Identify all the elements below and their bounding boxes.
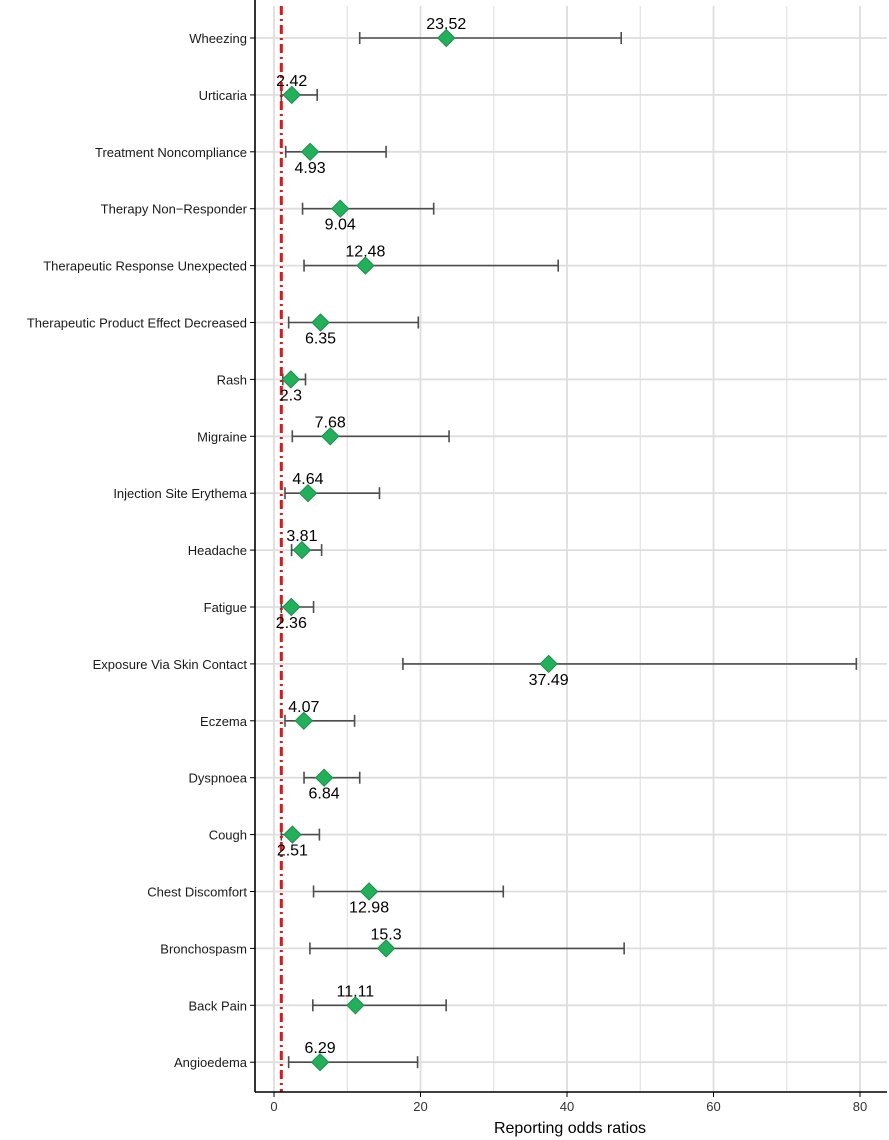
category-label: Migraine — [197, 429, 247, 444]
error-bar — [301, 202, 435, 215]
error-bar — [291, 430, 450, 443]
points — [281, 28, 558, 1072]
error-bar — [287, 316, 420, 329]
point-marker — [376, 939, 396, 958]
x-tick-label: 80 — [853, 1099, 867, 1114]
point-marker — [281, 370, 301, 389]
axes: Wheezing Urticaria Treatment Noncompliance… — [27, 0, 887, 1114]
value-label: 2.36 — [276, 615, 307, 632]
value-label: 11.11 — [337, 983, 375, 1000]
x-tick-label: 20 — [413, 1099, 427, 1114]
error-bar — [312, 885, 505, 898]
point-marker — [346, 996, 365, 1015]
point-marker — [331, 199, 350, 218]
category-label: Injection Site Erythema — [113, 486, 247, 501]
category-label: Dyspnoea — [188, 771, 247, 786]
point-marker — [437, 28, 456, 48]
error-bar — [358, 32, 623, 44]
value-label: 4.64 — [292, 471, 323, 488]
point-marker — [314, 768, 334, 787]
category-label: Therapeutic Response Unexpected — [43, 259, 247, 274]
category-label: Fatigue — [204, 600, 247, 615]
point-marker — [359, 882, 379, 901]
value-label: 6.29 — [305, 1040, 336, 1057]
point-marker — [311, 313, 330, 332]
value-label: 9.04 — [325, 217, 356, 234]
category-label: Exposure Via Skin Contact — [93, 657, 248, 672]
point-marker — [282, 85, 301, 105]
value-label: 12.48 — [345, 244, 385, 261]
x-tick-label: 0 — [270, 1099, 277, 1114]
value-label: 2.51 — [277, 843, 308, 860]
category-label: Therapy Non−Responder — [101, 202, 248, 217]
point-marker — [356, 256, 375, 275]
category-label: Angioedema — [174, 1055, 248, 1070]
category-label: Bronchospasm — [160, 941, 247, 956]
category-label: Headache — [188, 543, 247, 558]
value-label: 7.68 — [315, 414, 346, 431]
value-label: 23.52 — [426, 16, 466, 33]
value-label: 4.93 — [295, 160, 326, 177]
category-label: Eczema — [200, 714, 248, 729]
point-marker — [539, 654, 558, 674]
category-label: Rash — [217, 372, 247, 387]
value-label: 37.49 — [529, 672, 569, 689]
error-bar — [287, 1056, 419, 1069]
category-label: Treatment Noncompliance — [95, 145, 247, 160]
point-marker — [282, 597, 301, 617]
value-label: 4.07 — [288, 699, 319, 716]
point-marker — [310, 1052, 330, 1072]
error-bar — [309, 942, 625, 955]
value-label: 6.35 — [305, 331, 336, 348]
error-bars — [280, 32, 858, 1069]
category-label: Therapeutic Product Effect Decreased — [27, 316, 247, 331]
value-label: 2.42 — [276, 73, 307, 90]
category-label: Wheezing — [189, 31, 247, 46]
value-label: 2.3 — [280, 387, 302, 404]
error-bar — [312, 999, 447, 1012]
point-marker — [283, 825, 302, 844]
value-label: 3.81 — [286, 528, 317, 545]
category-label: Chest Discomfort — [147, 885, 247, 900]
point-marker — [298, 483, 318, 503]
point-marker — [294, 711, 314, 731]
x-axis-title: Reporting odds ratios — [494, 1120, 646, 1137]
point-marker — [321, 427, 340, 446]
value-labels: 23.52 2.42 4.93 9.04 12.48 6.35 2.3 7.68 4.64 3.8… — [276, 16, 569, 1057]
value-label: 15.3 — [371, 926, 402, 943]
point-marker — [292, 540, 312, 560]
value-label: 6.84 — [309, 786, 340, 803]
category-label: Back Pain — [188, 998, 247, 1013]
category-label: Urticaria — [199, 88, 248, 103]
x-tick-label: 40 — [560, 1099, 574, 1114]
x-tick-label: 60 — [706, 1099, 720, 1114]
error-bar — [402, 657, 858, 670]
point-marker — [300, 142, 320, 162]
value-label: 12.98 — [349, 900, 389, 917]
category-label: Cough — [209, 828, 247, 843]
error-bar — [303, 259, 560, 272]
